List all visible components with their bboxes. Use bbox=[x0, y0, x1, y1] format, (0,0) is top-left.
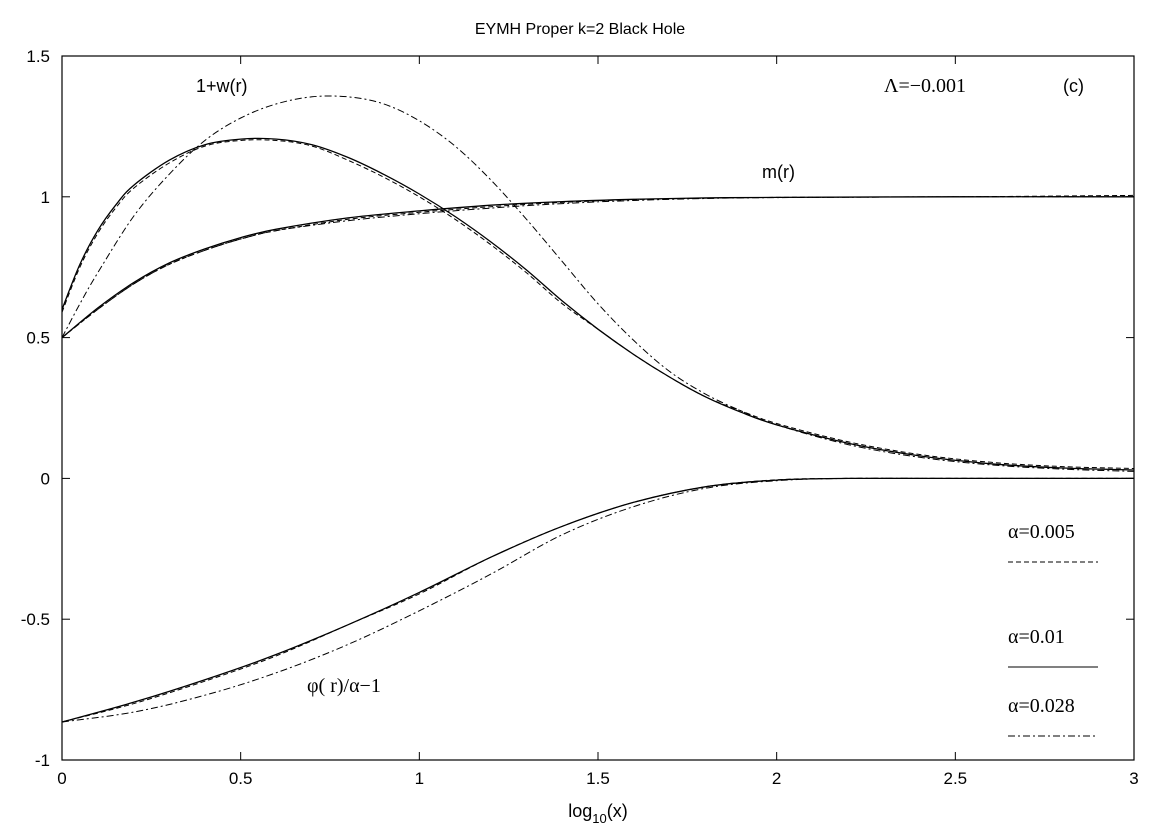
y-tick-label: -1 bbox=[35, 751, 50, 770]
x-axis-label-base: log bbox=[568, 801, 592, 821]
x-tick-label: 0.5 bbox=[229, 769, 253, 788]
x-tick-label: 2 bbox=[772, 769, 781, 788]
lambda-label: Λ=−0.001 bbox=[884, 75, 966, 97]
plot-frame bbox=[61, 55, 1135, 761]
plot-curves bbox=[61, 95, 1135, 723]
series-2-w-curve bbox=[61, 137, 1135, 471]
series-2-m-curve bbox=[61, 196, 1135, 339]
x-tick-label: 2.5 bbox=[944, 769, 968, 788]
y-tick-label: 0.5 bbox=[26, 329, 50, 348]
series-3-m-curve bbox=[61, 196, 1135, 338]
x-tick-label: 1 bbox=[415, 769, 424, 788]
legend-label: α=0.028 bbox=[1008, 695, 1075, 717]
w-curve-label: 1+w(r) bbox=[196, 76, 248, 96]
x-axis-label-subscript: 10 bbox=[592, 811, 606, 826]
legend-label: α=0.005 bbox=[1008, 521, 1075, 543]
x-tick-label: 0 bbox=[57, 769, 66, 788]
legend-label: α=0.01 bbox=[1008, 626, 1065, 648]
legend: α=0.005 α=0.01 α=0.028 bbox=[1008, 521, 1098, 737]
series-1-m-curve bbox=[61, 194, 1135, 338]
y-tick-label: 1 bbox=[41, 188, 50, 207]
phi-curve-label: φ( r)/α−1 bbox=[307, 675, 381, 697]
series-2-phi-curve bbox=[61, 477, 1134, 723]
x-axis: 0 0.5 1 1.5 2 2.5 3 bbox=[57, 56, 1139, 788]
series-1-phi-curve bbox=[61, 477, 1134, 723]
x-axis-label: log10(x) bbox=[568, 801, 628, 826]
panel-label: (c) bbox=[1063, 76, 1084, 96]
x-tick-label: 3 bbox=[1129, 769, 1138, 788]
y-tick-label: 1.5 bbox=[26, 47, 50, 66]
series-3-w-curve bbox=[61, 95, 1135, 472]
chart-title: EYMH Proper k=2 Black Hole bbox=[475, 21, 685, 38]
series-1-w-curve bbox=[61, 139, 1135, 469]
m-curve-label: m(r) bbox=[762, 162, 795, 182]
y-tick-label: 0 bbox=[41, 469, 50, 488]
series-3-phi-curve bbox=[61, 477, 1134, 723]
y-axis: -1 -0.5 0 0.5 1 1.5 bbox=[21, 47, 1134, 770]
x-tick-label: 1.5 bbox=[586, 769, 610, 788]
x-axis-label-tail: (x) bbox=[607, 801, 628, 821]
y-tick-label: -0.5 bbox=[21, 610, 50, 629]
